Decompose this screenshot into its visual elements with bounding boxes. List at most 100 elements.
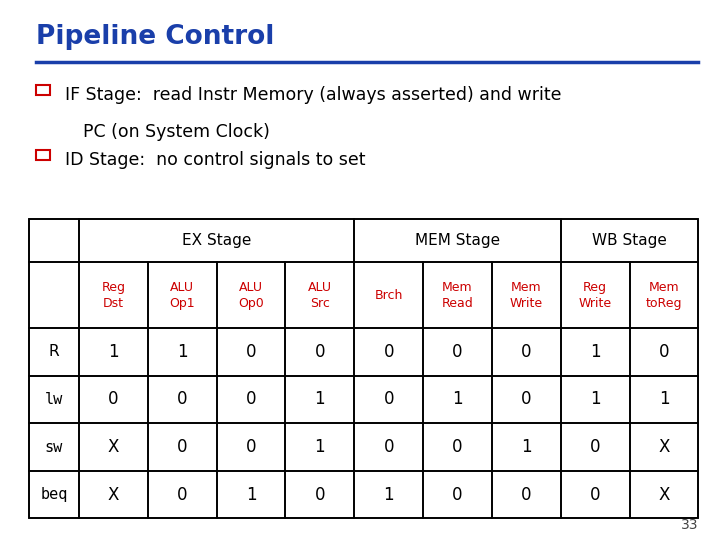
- Text: Reg
Dst: Reg Dst: [102, 281, 125, 309]
- Bar: [148, 328, 217, 376]
- Bar: [217, 328, 285, 376]
- Text: 0: 0: [659, 343, 670, 361]
- Bar: [36, 85, 50, 96]
- Text: lw: lw: [45, 392, 63, 407]
- Text: 1: 1: [590, 390, 600, 408]
- Bar: [629, 423, 698, 471]
- Bar: [629, 328, 698, 376]
- Text: sw: sw: [45, 440, 63, 455]
- Text: IF Stage:  read Instr Memory (always asserted) and write: IF Stage: read Instr Memory (always asse…: [65, 86, 562, 104]
- Bar: [492, 262, 561, 328]
- Text: MEM Stage: MEM Stage: [415, 233, 500, 248]
- Bar: [629, 376, 698, 423]
- Text: 0: 0: [246, 343, 256, 361]
- Text: 1: 1: [452, 390, 463, 408]
- Bar: [29, 328, 79, 376]
- Bar: [354, 262, 423, 328]
- Text: beq: beq: [40, 487, 68, 502]
- Text: 1: 1: [315, 390, 325, 408]
- Text: 0: 0: [590, 438, 600, 456]
- Bar: [561, 328, 629, 376]
- Bar: [629, 262, 698, 328]
- Bar: [423, 262, 492, 328]
- Bar: [285, 328, 354, 376]
- Bar: [285, 471, 354, 518]
- Text: 0: 0: [315, 485, 325, 504]
- Bar: [29, 423, 79, 471]
- Bar: [354, 328, 423, 376]
- Bar: [79, 219, 354, 262]
- Text: 0: 0: [177, 438, 187, 456]
- Bar: [423, 423, 492, 471]
- Bar: [492, 376, 561, 423]
- Bar: [79, 328, 148, 376]
- Text: Pipeline Control: Pipeline Control: [36, 24, 274, 50]
- Text: Mem
toReg: Mem toReg: [646, 281, 683, 309]
- Bar: [423, 328, 492, 376]
- Bar: [148, 262, 217, 328]
- Bar: [29, 471, 79, 518]
- Text: 33: 33: [681, 518, 698, 532]
- Text: X: X: [658, 438, 670, 456]
- Text: 1: 1: [315, 438, 325, 456]
- Bar: [217, 423, 285, 471]
- Text: 0: 0: [108, 390, 119, 408]
- Bar: [29, 219, 698, 518]
- Bar: [561, 423, 629, 471]
- Text: ID Stage:  no control signals to set: ID Stage: no control signals to set: [65, 151, 365, 169]
- Text: Reg
Write: Reg Write: [579, 281, 612, 309]
- Bar: [217, 471, 285, 518]
- Bar: [561, 376, 629, 423]
- Bar: [354, 219, 561, 262]
- Bar: [148, 423, 217, 471]
- Text: X: X: [658, 485, 670, 504]
- Bar: [354, 423, 423, 471]
- Text: 1: 1: [659, 390, 670, 408]
- Bar: [79, 471, 148, 518]
- Bar: [285, 423, 354, 471]
- Bar: [148, 471, 217, 518]
- Bar: [492, 423, 561, 471]
- Text: 1: 1: [108, 343, 119, 361]
- Text: 1: 1: [383, 485, 394, 504]
- Text: 0: 0: [384, 390, 394, 408]
- Bar: [285, 376, 354, 423]
- Text: 1: 1: [590, 343, 600, 361]
- Bar: [36, 150, 50, 160]
- Bar: [629, 471, 698, 518]
- Bar: [285, 262, 354, 328]
- Text: Mem
Read: Mem Read: [441, 281, 474, 309]
- Bar: [217, 262, 285, 328]
- Text: ALU
Op1: ALU Op1: [169, 281, 195, 309]
- Text: 0: 0: [590, 485, 600, 504]
- Text: 0: 0: [452, 343, 463, 361]
- Text: 0: 0: [521, 485, 531, 504]
- Bar: [29, 262, 79, 328]
- Text: EX Stage: EX Stage: [182, 233, 251, 248]
- Text: 1: 1: [177, 343, 188, 361]
- Text: R: R: [48, 345, 59, 360]
- Text: ALU
Op0: ALU Op0: [238, 281, 264, 309]
- Text: 0: 0: [315, 343, 325, 361]
- Text: 0: 0: [177, 390, 187, 408]
- Text: 0: 0: [521, 390, 531, 408]
- Bar: [492, 328, 561, 376]
- Text: 0: 0: [246, 438, 256, 456]
- Text: ALU
Src: ALU Src: [308, 281, 332, 309]
- Bar: [217, 376, 285, 423]
- Text: X: X: [108, 485, 119, 504]
- Bar: [492, 471, 561, 518]
- Text: 0: 0: [384, 343, 394, 361]
- Text: 1: 1: [521, 438, 531, 456]
- Bar: [29, 376, 79, 423]
- Text: Mem
Write: Mem Write: [510, 281, 543, 309]
- Text: 0: 0: [452, 438, 463, 456]
- Text: 0: 0: [521, 343, 531, 361]
- Bar: [561, 262, 629, 328]
- Text: 0: 0: [246, 390, 256, 408]
- Bar: [79, 376, 148, 423]
- Bar: [148, 376, 217, 423]
- Bar: [79, 423, 148, 471]
- Bar: [354, 471, 423, 518]
- Text: Brch: Brch: [374, 288, 403, 302]
